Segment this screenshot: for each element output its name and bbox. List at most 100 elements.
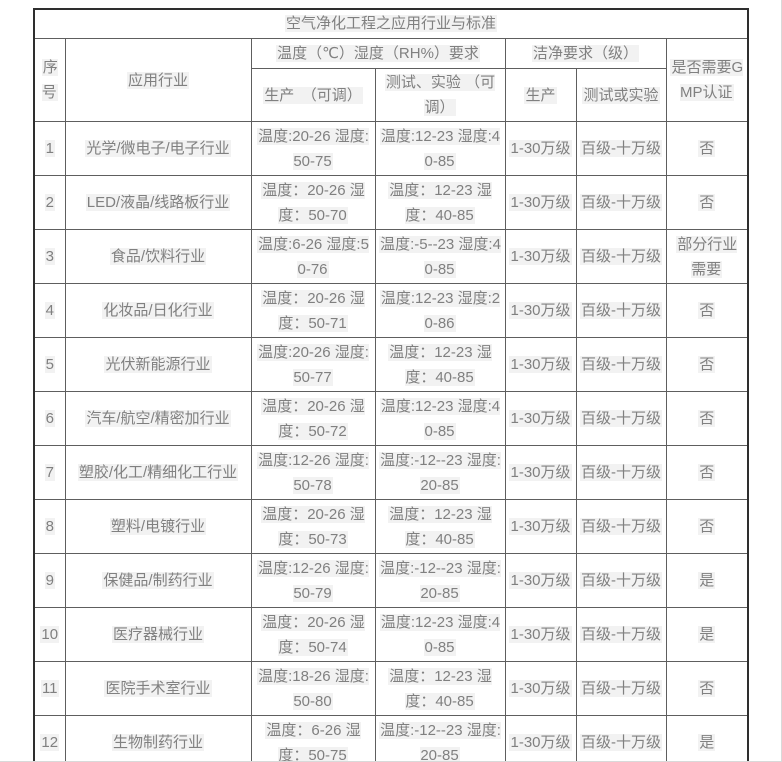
table-row: 12 生物制药行业 温度：6-26 湿度：50-75 温度:-12--23 湿度:20… [33, 715, 749, 762]
cell-no: 3 [33, 229, 66, 284]
table-row: 11 医院手术室行业 温度:18-26 湿度:50-80 温度：12-23 湿度：40… [33, 661, 749, 716]
cell-test-temp-humidity: 温度：12-23 湿度：40-85 [374, 499, 506, 554]
cell-text: 否 [698, 410, 716, 427]
cell-text: 温度：12-23 湿度：40-85 [388, 505, 492, 548]
cell-text: 是 [698, 626, 716, 643]
cell-text: 温度:-12--23 湿度:20-85 [379, 559, 501, 602]
cell-text: 百级-十万级 [580, 680, 662, 697]
cell-production-temp-humidity: 温度：20-26 湿度：50-74 [250, 607, 376, 662]
header-gmp: 是否需要GMP认证 [665, 38, 749, 122]
cell-gmp: 否 [665, 391, 749, 446]
cell-production-temp-humidity: 温度：6-26 湿度：50-75 [250, 715, 376, 761]
cell-production-temp-humidity: 温度：20-26 湿度：50-71 [250, 283, 376, 338]
cell-gmp: 是 [665, 607, 749, 662]
cell-production-temp-humidity: 温度:18-26 湿度:50-80 [250, 661, 376, 716]
cell-text: 否 [698, 356, 716, 373]
cell-test-temp-humidity: 温度:12-23 湿度:40-85 [374, 121, 506, 176]
cell-clean-production: 1-30万级 [504, 283, 577, 338]
cell-text: 否 [698, 302, 716, 319]
cell-no: 7 [33, 445, 66, 500]
cell-text: 温度:18-26 湿度:50-80 [257, 667, 369, 710]
cell-industry: 医院手术室行业 [64, 661, 252, 716]
header-temp-humidity-group: 温度（℃）湿度（RH%）要求 [250, 38, 506, 69]
cell-text: 温度:12-26 湿度:50-78 [257, 451, 369, 494]
cell-industry: 化妆品/日化行业 [64, 283, 252, 338]
header-row-sub: 生产 （可调） 测试、实验 （可调） 生产 测试或实验 [34, 68, 748, 122]
table-row: 9 保健品/制药行业 温度:12-26 湿度:50-79 温度:-12--23 湿度:… [33, 553, 749, 608]
cell-test-temp-humidity: 温度：12-23 湿度：40-85 [374, 661, 506, 716]
table-row: 5 光伏新能源行业 温度:20-26 湿度:50-77 温度：12-23 湿度：40-… [33, 337, 749, 392]
cell-text: 百级-十万级 [580, 410, 662, 427]
table-title: 空气净化工程之应用行业与标准 [33, 8, 749, 39]
cell-text: 温度：20-26 湿度：50-72 [261, 397, 365, 440]
cell-production-temp-humidity: 温度：20-26 湿度：50-70 [250, 175, 376, 230]
header-production-adjustable: 生产 （可调） [250, 68, 376, 122]
table-row: 6 汽车/航空/精密加行业 温度：20-26 湿度：50-72 温度:12-23 湿度… [33, 391, 749, 446]
header-clean-group: 洁净要求（级） [504, 38, 667, 69]
cell-text: 塑胶/化工/精细化工行业 [77, 464, 239, 481]
cell-no: 10 [33, 607, 66, 662]
cell-text: 温度：12-23 湿度：40-85 [388, 667, 492, 710]
cell-clean-production: 1-30万级 [504, 337, 577, 392]
cell-test-temp-humidity: 温度:-12--23 湿度:20-85 [374, 553, 506, 608]
cell-clean-production: 1-30万级 [504, 715, 577, 761]
table-row: 8 塑料/电镀行业 温度：20-26 湿度：50-73 温度：12-23 湿度：40-… [33, 499, 749, 554]
cell-text: 1-30万级 [509, 518, 572, 535]
cell-text: 7 [44, 464, 55, 481]
cell-text: 温度:6-26 湿度:50-76 [257, 235, 369, 278]
cell-text: 百级-十万级 [580, 626, 662, 643]
cell-production-temp-humidity: 温度：20-26 湿度：50-72 [250, 391, 376, 446]
cell-text: 温度:12-23 湿度:40-85 [379, 397, 501, 440]
cell-clean-test: 百级-十万级 [575, 607, 667, 662]
cell-industry: 光伏新能源行业 [64, 337, 252, 392]
cell-clean-test: 百级-十万级 [575, 391, 667, 446]
cell-text: 12 [40, 734, 60, 751]
cell-text: 温度:20-26 湿度:50-75 [257, 127, 369, 170]
cell-no: 4 [33, 283, 66, 338]
cell-no: 9 [33, 553, 66, 608]
cell-gmp: 否 [665, 283, 749, 338]
cell-gmp: 否 [665, 445, 749, 500]
cell-industry: 食品/饮料行业 [64, 229, 252, 284]
cell-gmp: 部分行业需要 [665, 229, 749, 284]
cell-industry: 汽车/航空/精密加行业 [64, 391, 252, 446]
cell-clean-test: 百级-十万级 [575, 661, 667, 716]
cell-text: 保健品/制药行业 [102, 572, 214, 589]
cell-gmp: 否 [665, 661, 749, 716]
cell-clean-test: 百级-十万级 [575, 445, 667, 500]
cell-industry: 塑胶/化工/精细化工行业 [64, 445, 252, 500]
cell-text: 否 [698, 464, 716, 481]
cell-industry: 光学/微电子/电子行业 [64, 121, 252, 176]
table-row: 4 化妆品/日化行业 温度：20-26 湿度：50-71 温度:12-23 湿度:20… [33, 283, 749, 338]
table-title-text: 空气净化工程之应用行业与标准 [285, 15, 498, 32]
table-row: 1 光学/微电子/电子行业 温度:20-26 湿度:50-75 温度:12-23 湿度… [33, 121, 749, 176]
cell-production-temp-humidity: 温度:6-26 湿度:50-76 [250, 229, 376, 284]
cell-test-temp-humidity: 温度:-5--23 湿度:40-85 [374, 229, 506, 284]
cell-industry: 生物制药行业 [64, 715, 252, 761]
cell-text: 1-30万级 [509, 194, 572, 211]
cell-production-temp-humidity: 温度：20-26 湿度：50-73 [250, 499, 376, 554]
cell-text: 1-30万级 [509, 356, 572, 373]
cell-text: 温度:12-23 湿度:40-85 [379, 613, 501, 656]
cell-text: LED/液晶/线路板行业 [85, 194, 231, 211]
cell-text: 温度：12-23 湿度：40-85 [388, 343, 492, 386]
cell-text: 1-30万级 [509, 572, 572, 589]
cell-text: 11 [40, 680, 59, 697]
cell-no: 6 [33, 391, 66, 446]
cell-no: 2 [33, 175, 66, 230]
cell-text: 1-30万级 [509, 464, 572, 481]
cell-text: 百级-十万级 [580, 248, 662, 265]
header-clean-test: 测试或实验 [575, 68, 667, 122]
cell-no: 11 [33, 661, 66, 716]
cell-text: 温度:12-23 湿度:40-85 [379, 127, 501, 170]
cell-text: 否 [698, 680, 716, 697]
cell-text: 5 [44, 356, 55, 373]
header-row-groups: 序号 应用行业 温度（℃）湿度（RH%）要求 洁净要求（级） 是否需要GMP认证 [33, 38, 749, 122]
cell-text: 光学/微电子/电子行业 [85, 140, 231, 157]
cell-text: 温度：20-26 湿度：50-70 [261, 181, 365, 224]
cell-text: 9 [44, 572, 55, 589]
cell-text: 百级-十万级 [580, 356, 662, 373]
cell-text: 温度:-12--23 湿度:20-85 [379, 451, 501, 494]
cell-text: 温度:-5--23 湿度:40-85 [379, 235, 501, 278]
cell-text: 温度:-12--23 湿度:20-85 [379, 721, 501, 762]
